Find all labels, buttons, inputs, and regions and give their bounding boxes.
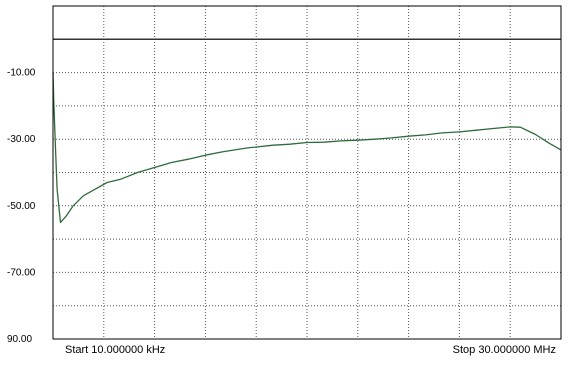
y-tick-label: -50.00 — [7, 201, 36, 212]
data-trace — [52, 72, 562, 224]
y-tick-label: -30.00 — [7, 134, 36, 145]
y-tick-label: 90.00 — [7, 334, 32, 345]
stop-frequency-label: Stop 30.000000 MHz — [453, 344, 556, 356]
plot-frame — [52, 5, 562, 340]
grid-lines — [53, 6, 561, 339]
y-tick-labels: -10.00 -30.00 -50.00 -70.00 90.00 — [7, 68, 36, 345]
y-tick-label: -10.00 — [7, 68, 36, 79]
start-frequency-label: Start 10.000000 kHz — [65, 344, 165, 356]
y-tick-label: -70.00 — [7, 267, 36, 278]
